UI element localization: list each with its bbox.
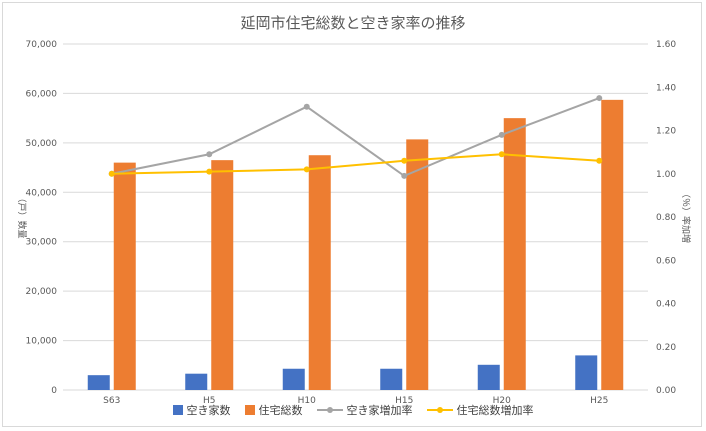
- point-vacancy-growth: [206, 151, 213, 158]
- legend: 空き家数 住宅総数 空き家増加率 住宅総数増加率: [0, 402, 706, 418]
- line-vacancy-growth: [111, 97, 600, 178]
- bar-vacant-homes: [185, 373, 208, 390]
- legend-item-total-growth: 住宅総数増加率: [426, 402, 534, 418]
- bar-total-homes: [503, 118, 526, 391]
- bar-vacant-homes: [575, 355, 598, 390]
- bar-total-homes: [211, 160, 234, 390]
- y-right-tick-label: 1.20: [656, 127, 676, 137]
- legend-item-vacancy-growth: 空き家増加率: [316, 402, 413, 418]
- point-total-growth: [498, 151, 505, 158]
- legend-item-total-homes: 住宅総数: [244, 402, 303, 418]
- y-right-tick-label: 0.20: [656, 343, 676, 353]
- x-tick-label: H10: [298, 396, 316, 406]
- y-right-tick-label: 0.00: [656, 386, 676, 396]
- legend-swatch-orange: [244, 405, 255, 415]
- y-right-tick-label: 0.40: [656, 300, 676, 310]
- y-right-tick-label: 0.60: [656, 256, 676, 266]
- legend-label: 空き家増加率: [346, 404, 413, 417]
- point-total-growth: [206, 168, 213, 175]
- y-left-tick-label: 10,000: [26, 337, 58, 347]
- legend-swatch-blue: [172, 405, 183, 415]
- y-left-tick-label: 0: [51, 386, 57, 396]
- y-left-tick-label: 50,000: [26, 139, 58, 149]
- legend-swatch-gray-line: [316, 405, 343, 415]
- point-total-growth: [596, 157, 603, 164]
- x-tick-label: H5: [203, 396, 216, 406]
- y-axis-right-label: （％）率加増: [680, 189, 692, 243]
- y-right-tick-label: 1.00: [656, 170, 676, 180]
- point-vacancy-growth: [596, 95, 603, 102]
- bar-total-homes: [308, 155, 331, 390]
- point-vacancy-growth: [303, 103, 310, 110]
- y-right-tick-label: 1.40: [656, 83, 676, 93]
- bar-vacant-homes: [87, 375, 110, 390]
- bar-total-homes: [406, 139, 429, 390]
- legend-item-vacant-homes: 空き家数: [172, 402, 231, 418]
- legend-label: 空き家数: [186, 404, 231, 417]
- y-left-tick-label: 60,000: [26, 89, 58, 99]
- point-total-growth: [108, 170, 115, 177]
- y-left-tick-label: 30,000: [26, 238, 58, 248]
- bar-total-homes: [113, 162, 136, 390]
- y-axis-left-label: （戸）数量: [16, 193, 28, 238]
- legend-label: 住宅総数: [258, 404, 303, 417]
- point-vacancy-growth: [401, 172, 408, 179]
- y-left-tick-label: 40,000: [26, 188, 58, 198]
- bar-total-homes: [601, 99, 624, 391]
- line-total-growth: [111, 153, 600, 175]
- x-tick-label: H25: [590, 396, 608, 406]
- y-right-tick-label: 0.80: [656, 213, 676, 223]
- legend-label: 住宅総数増加率: [456, 404, 534, 417]
- y-left-tick-label: 70,000: [26, 40, 58, 50]
- bar-vacant-homes: [380, 368, 403, 390]
- bar-vacant-homes: [282, 368, 305, 390]
- y-left-tick-label: 20,000: [26, 287, 58, 297]
- point-vacancy-growth: [498, 131, 505, 138]
- point-total-growth: [303, 166, 310, 173]
- bar-vacant-homes: [477, 364, 500, 390]
- legend-swatch-yellow-line: [426, 405, 453, 415]
- chart-title: 延岡市住宅総数と空き家率の推移: [240, 14, 466, 32]
- x-tick-label: S63: [103, 396, 120, 406]
- x-tick-label: H15: [395, 396, 413, 406]
- y-right-tick-label: 1.60: [656, 40, 676, 50]
- x-tick-label: H20: [493, 396, 511, 406]
- point-total-growth: [401, 157, 408, 164]
